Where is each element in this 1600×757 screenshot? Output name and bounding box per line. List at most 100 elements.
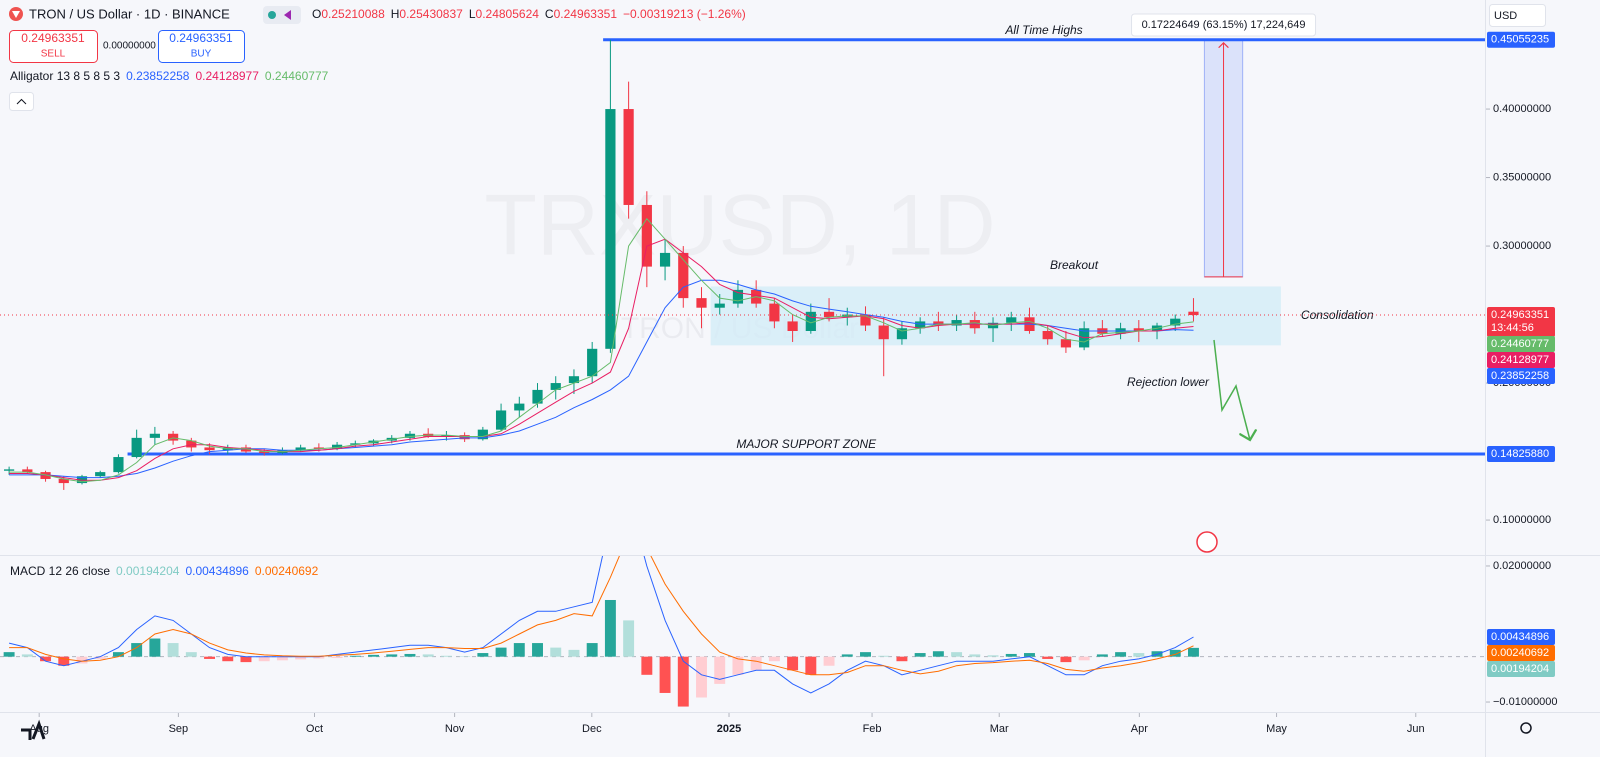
alligator-legend-title: Alligator 13 8 5 8 5 3 <box>10 69 120 83</box>
measure-label-box <box>1131 13 1317 37</box>
macd-histogram-bar <box>550 647 562 657</box>
sell-button[interactable] <box>9 30 98 63</box>
macd-pane <box>0 556 1485 707</box>
macd-histogram-bar <box>1005 653 1017 657</box>
price-tag-label: 0.00240692 <box>1491 647 1549 659</box>
alligator-legend: Alligator 13 8 5 8 5 3 0.23852258 0.241289… <box>10 69 329 83</box>
price-tag-label: 0.24963351 <box>1491 309 1549 321</box>
candle-body <box>240 447 252 452</box>
candle-body <box>769 303 780 322</box>
macd-histogram-bar <box>94 656 106 659</box>
candle-body <box>167 433 179 441</box>
status-icons[interactable] <box>263 6 301 24</box>
macd-histogram-bar <box>112 652 124 657</box>
candle-body <box>295 447 306 451</box>
x-tick-label: Dec <box>582 723 602 735</box>
candle-body <box>860 314 871 326</box>
candle-body <box>186 440 197 448</box>
price-pane <box>0 38 1485 490</box>
macd-histogram-bar <box>1115 652 1127 657</box>
macd-histogram-bar <box>440 655 452 657</box>
macd-histogram-bar <box>896 656 908 662</box>
macd-histogram-bar <box>1188 647 1199 657</box>
candle-body <box>459 435 470 440</box>
candle-body <box>40 472 51 479</box>
macd-histogram-bar <box>568 649 580 657</box>
candle-body <box>495 410 507 430</box>
ohlc-key: O <box>312 7 321 21</box>
candle-body <box>1006 317 1017 323</box>
alligator-legend-value: 0.24460777 <box>265 69 329 83</box>
macd-histogram-bar <box>1060 656 1072 663</box>
candle-body <box>732 289 744 304</box>
macd-legend-title: MACD 12 26 close <box>10 564 110 578</box>
macd-histogram-bar <box>167 643 179 657</box>
collapse-icon <box>16 98 27 105</box>
status-dot <box>268 11 276 19</box>
macd-legend-value: 0.00194204 <box>116 564 180 578</box>
buy-button[interactable] <box>158 30 245 63</box>
macd-histogram-bar <box>40 656 52 662</box>
currency-select[interactable] <box>1489 4 1546 27</box>
candle-body <box>404 433 416 438</box>
candle-body <box>131 437 142 458</box>
macd-histogram-bar <box>331 656 343 659</box>
buy-label: BUY <box>191 49 212 60</box>
candle-body <box>623 109 634 205</box>
x-tick-label: May <box>1266 723 1287 735</box>
alligator-legend-value: 0.24128977 <box>195 69 259 83</box>
macd-histogram-bar <box>422 654 434 657</box>
alligator-line <box>9 217 1194 483</box>
price-tag <box>1487 644 1555 661</box>
candle-body <box>204 447 215 451</box>
price-tag <box>1487 445 1555 462</box>
macd-histogram-bar <box>76 656 88 664</box>
x-tick-label: Oct <box>306 723 323 735</box>
tv-logo <box>21 719 46 740</box>
candle-body <box>532 389 543 404</box>
macd-histogram-bar <box>204 656 216 659</box>
price-tag-label: 0.00194204 <box>1491 663 1549 675</box>
candle-body <box>659 252 671 267</box>
macd-histogram-bar <box>459 656 471 657</box>
candle-body <box>678 252 689 299</box>
event-icon[interactable] <box>1196 531 1218 553</box>
candle-body <box>477 429 488 440</box>
y-tick-label: 0.10000000 <box>1493 514 1551 526</box>
macd-histogram-bar <box>641 656 653 675</box>
macd-histogram-bar <box>21 654 33 657</box>
y-tick-label: 0.40000000 <box>1493 103 1551 115</box>
ohlc-key: L <box>469 7 476 21</box>
macd-histogram-bar <box>714 656 726 684</box>
y-tick-label: 0.35000000 <box>1493 171 1551 183</box>
macd-histogram-bar <box>951 652 963 657</box>
candle-body <box>4 469 15 471</box>
candle-body <box>1188 311 1199 316</box>
macd-histogram-bar <box>349 655 361 657</box>
candle-body <box>951 320 962 326</box>
macd-histogram-bar <box>295 656 307 660</box>
price-tag <box>1487 628 1555 645</box>
x-tick-label: Sep <box>169 723 189 735</box>
macd-histogram-bar <box>240 656 252 663</box>
macd-histogram-bar <box>313 656 325 659</box>
macd-histogram-bar <box>805 656 817 675</box>
candle-body <box>149 433 160 438</box>
settings-icon[interactable] <box>1520 722 1532 734</box>
candle-body <box>823 311 835 318</box>
candle-body <box>641 204 652 267</box>
candle-body <box>805 311 816 331</box>
candle-body <box>1170 318 1181 326</box>
macd-histogram-bar <box>696 656 707 698</box>
level-text: MAJOR SUPPORT ZONE <box>736 437 877 451</box>
spread: 0.00000000 <box>103 41 156 52</box>
annotation-breakout: Breakout <box>1050 258 1099 272</box>
x-tick-label: Nov <box>445 723 465 735</box>
symbol-logo-mark <box>12 11 20 18</box>
alligator-legend-value: 0.23852258 <box>126 69 190 83</box>
collapse-button[interactable] <box>9 92 34 111</box>
macd-histogram-bar <box>586 643 598 657</box>
macd-histogram-bar <box>58 656 70 666</box>
